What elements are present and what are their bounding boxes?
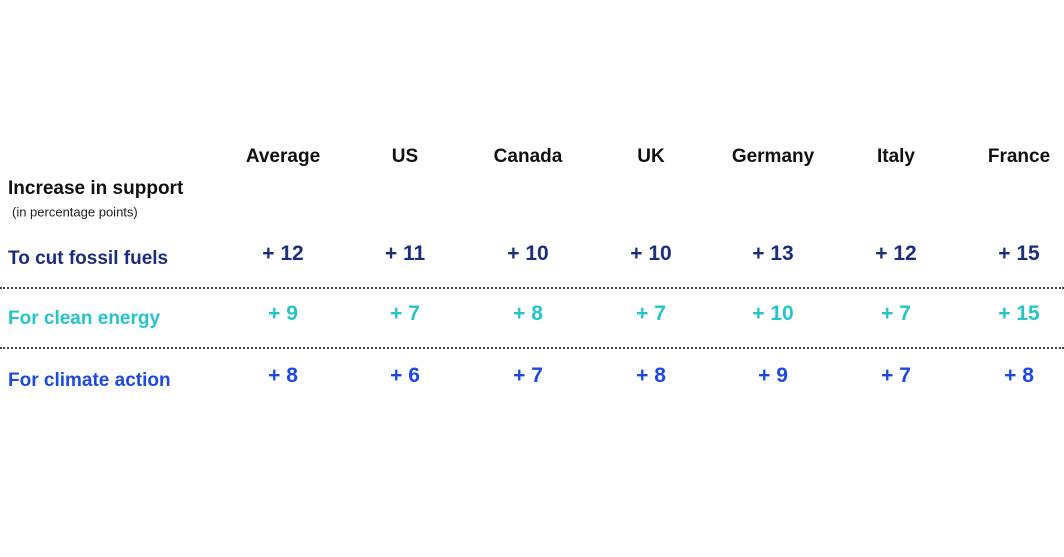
column-header: France [987,146,1051,167]
column-header: Canada [493,146,563,167]
row-separator [0,287,1064,289]
cell-value: + 13 [752,242,794,265]
cell-value: + 7 [390,302,420,325]
cell-value: + 8 [513,302,543,325]
cell-value: + 6 [390,364,420,387]
column-header: UK [637,146,665,167]
cell-value: + 10 [507,242,549,265]
cell-value: + 8 [268,364,298,387]
table-title: Increase in support [8,178,184,199]
row-separator [0,347,1064,349]
row-label: For clean energy [8,308,161,329]
cell-value: + 8 [1004,364,1034,387]
cell-value: + 8 [636,364,666,387]
cell-value: + 7 [636,302,666,325]
cell-value: + 7 [513,364,543,387]
cell-value: + 7 [881,364,911,387]
cell-value: + 12 [262,242,304,265]
column-header: Germany [731,146,815,167]
cell-value: + 15 [998,242,1040,265]
cell-value: + 10 [752,302,794,325]
table-subtitle: (in percentage points) [12,204,138,220]
cell-value: + 15 [998,302,1040,325]
column-header: Average [245,146,321,167]
cell-value: + 11 [384,242,426,265]
cell-value: + 9 [758,364,788,387]
cell-value: + 9 [268,302,298,325]
column-header: US [391,146,419,167]
row-label: For climate action [8,370,171,391]
cell-value: + 12 [875,242,917,265]
column-header: Italy [876,146,916,167]
cell-value: + 7 [881,302,911,325]
row-label: To cut fossil fuels [8,248,169,269]
cell-value: + 10 [630,242,672,265]
